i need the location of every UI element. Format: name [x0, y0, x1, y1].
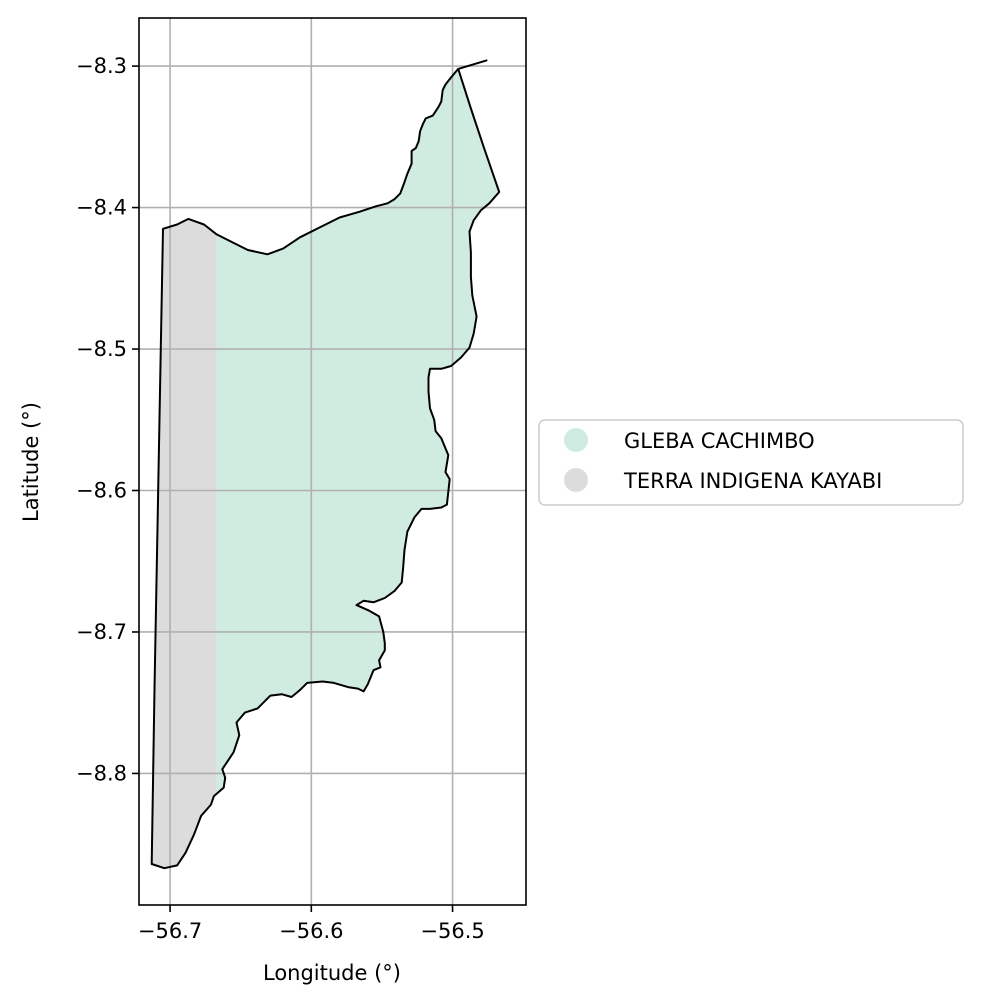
x-tick-label: −56.6 [279, 919, 343, 943]
y-tick-label: −8.8 [76, 761, 127, 785]
x-axis-label: Longitude (°) [263, 961, 401, 985]
x-tick-label: −56.7 [138, 919, 202, 943]
plot-area: −56.7 −56.6 −56.5 −8.3 −8.4 −8.5 −8.6 −8.7 −8.8 [76, 17, 527, 943]
y-tick-label: −8.4 [76, 196, 127, 220]
legend-frame [538, 419, 964, 506]
legend-marker-gleba-cachimbo [564, 428, 588, 452]
axes-frame [138, 17, 527, 906]
y-axis-label: Latitude (°) [19, 402, 43, 522]
y-tick-label: −8.6 [76, 479, 127, 503]
y-tick-label: −8.3 [76, 54, 127, 78]
region-boundary [150, 59, 501, 870]
legend-marker-terra-indigena-kayabi [564, 468, 588, 492]
grid-lines [139, 18, 526, 905]
legend-label-gleba-cachimbo: GLEBA CACHIMBO [624, 429, 815, 453]
legend-label-terra-indigena-kayabi: TERRA INDIGENA KAYABI [623, 469, 882, 493]
y-tick-label: −8.5 [76, 337, 127, 361]
y-tick-label: −8.7 [76, 620, 127, 644]
axis-ticks: −56.7 −56.6 −56.5 −8.3 −8.4 −8.5 −8.6 −8.7 −8.8 [76, 54, 485, 943]
x-tick-label: −56.5 [420, 919, 484, 943]
legend: GLEBA CACHIMBO TERRA INDIGENA KAYABI [538, 419, 964, 506]
